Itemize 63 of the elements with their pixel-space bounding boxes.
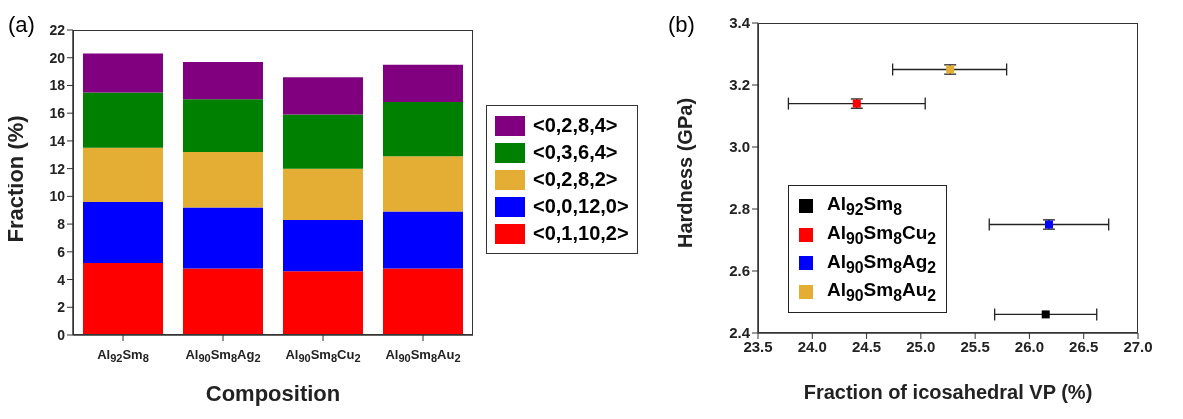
bar	[383, 155, 463, 212]
y-tick-label: 18	[49, 76, 66, 93]
text: (b)	[668, 12, 695, 38]
y-tick-label: 6	[57, 243, 66, 260]
x-tick-label: 26.5	[1069, 337, 1099, 355]
bar	[283, 76, 363, 115]
text: (a)	[8, 12, 35, 38]
y-tick-label: 8	[57, 215, 66, 232]
bar	[283, 219, 363, 271]
bar	[83, 262, 163, 335]
y-tick-label: 16	[49, 104, 66, 121]
bar	[383, 101, 463, 156]
y-tick-label: 2.8	[729, 200, 750, 218]
bar	[383, 211, 463, 268]
bar	[183, 151, 263, 207]
bar	[183, 98, 263, 152]
x-tick-label: 25.5	[960, 337, 990, 355]
y-tick-label: 10	[49, 187, 66, 204]
y-tick-label: 2	[57, 298, 66, 315]
x-axis-title: Composition	[205, 380, 341, 406]
x-tick-label: 26.0	[1014, 337, 1045, 355]
x-tick-label: 27.0	[1123, 337, 1153, 355]
bar	[283, 168, 363, 220]
bar	[183, 61, 263, 99]
bar	[383, 64, 463, 102]
legend-label: <0,2,8,4>	[533, 114, 618, 137]
y-tick-label: 3.2	[729, 76, 750, 94]
y-axis-title: Hardness (GPa)	[674, 97, 697, 248]
bar	[83, 53, 163, 92]
y-tick-label: 0	[57, 326, 66, 343]
legend-label: <0,2,8,2>	[533, 168, 618, 191]
y-tick-label: 3.4	[729, 14, 751, 32]
x-tick-label: 24.0	[797, 337, 827, 355]
bar	[83, 201, 163, 263]
legend-label: <0,3,6,4>	[533, 141, 618, 164]
y-tick-label: 2.6	[729, 262, 750, 280]
x-tick-label: Al$_{90}$Sm$_{8}$Ag$_{2}$	[185, 346, 261, 364]
bar	[83, 91, 163, 148]
legend-label: Al$_{90}$Sm$_{8}$Cu$_{2}$	[827, 221, 937, 247]
x-tick-label: Al$_{92}$Sm$_{8}$	[97, 346, 149, 364]
x-tick-label: Al$_{90}$Sm$_{8}$Cu$_{2}$	[285, 346, 361, 364]
legend-label: <0,1,10,2>	[533, 222, 629, 245]
legend-label: <0,0,12,0>	[533, 195, 629, 218]
legend-label: Al$_{90}$Sm$_{8}$Au$_{2}$	[827, 279, 937, 305]
bar	[183, 206, 263, 268]
bar	[283, 270, 363, 335]
bar	[283, 114, 363, 169]
y-tick-label: 20	[49, 49, 66, 66]
x-tick-label: 24.5	[851, 337, 882, 355]
y-tick-label: 4	[57, 271, 66, 288]
y-tick-label: 3.0	[729, 138, 750, 156]
y-tick-label: 12	[49, 160, 66, 177]
legend-label: Al$_{90}$Sm$_{8}$Ag$_{2}$	[827, 250, 937, 276]
bar	[383, 267, 463, 335]
point	[1041, 310, 1050, 319]
bar	[83, 147, 163, 202]
x-tick-label: 25.0	[906, 337, 936, 355]
x-tick-label: Al$_{90}$Sm$_{8}$Au$_{2}$	[385, 346, 461, 364]
y-tick-label: 14	[49, 132, 66, 149]
bar	[183, 267, 263, 335]
y-tick-label: 22	[49, 21, 66, 38]
legend-label: Al$_{92}$Sm$_{8}$	[827, 193, 902, 218]
x-axis-title: Fraction of icosahedral VP (%)	[803, 381, 1093, 403]
